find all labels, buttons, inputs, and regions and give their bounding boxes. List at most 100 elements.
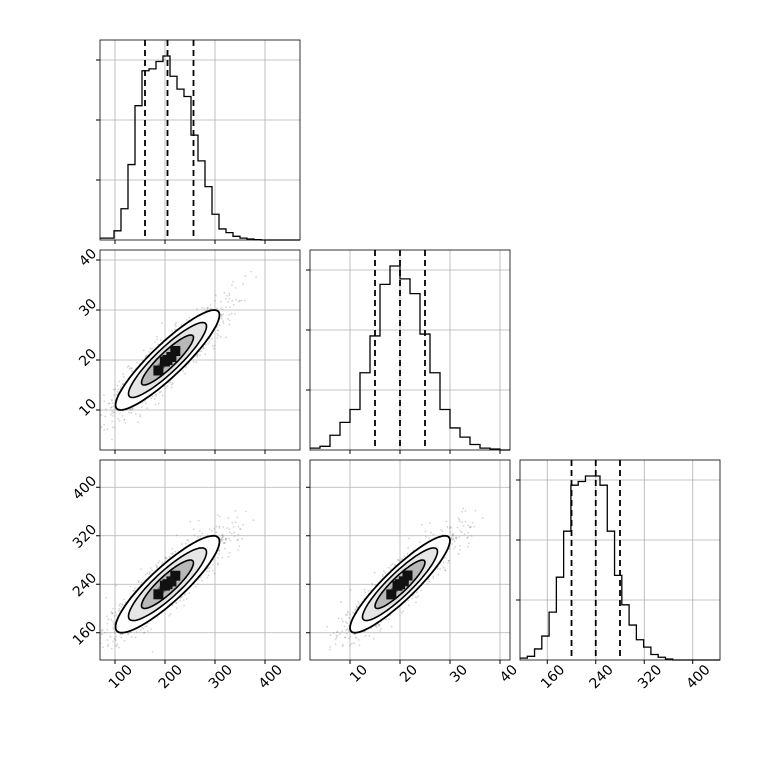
scatter-point bbox=[143, 631, 145, 634]
scatter-point bbox=[439, 567, 441, 570]
scatter-point bbox=[139, 413, 142, 416]
scatter-point bbox=[164, 556, 167, 559]
scatter-point bbox=[428, 537, 430, 540]
scatter-point bbox=[342, 643, 344, 646]
scatter-point bbox=[101, 628, 104, 631]
scatter-point bbox=[336, 635, 339, 637]
scatter-point bbox=[156, 565, 159, 568]
scatter-point bbox=[335, 631, 338, 634]
scatter-point bbox=[458, 520, 461, 523]
scatter-point bbox=[153, 398, 156, 400]
scatter-point bbox=[455, 537, 458, 540]
scatter-point bbox=[106, 428, 109, 431]
scatter-point bbox=[232, 303, 235, 306]
scatter-point bbox=[372, 638, 375, 640]
scatter-point bbox=[373, 571, 376, 574]
scatter-point bbox=[107, 402, 110, 405]
scatter-point bbox=[233, 535, 236, 537]
scatter-point bbox=[118, 380, 121, 383]
scatter-point bbox=[417, 595, 420, 597]
scatter-point bbox=[103, 394, 105, 396]
scatter-point bbox=[468, 526, 471, 529]
scatter-point bbox=[242, 283, 245, 285]
scatter-point bbox=[197, 519, 200, 522]
scatter-point bbox=[170, 383, 173, 386]
scatter-point bbox=[107, 645, 109, 648]
pair-panel-0 bbox=[96, 249, 301, 454]
scatter-point bbox=[128, 408, 131, 411]
scatter-point bbox=[107, 618, 110, 621]
y-tick-label: 10 bbox=[76, 396, 100, 420]
scatter-point bbox=[346, 610, 349, 613]
scatter-point bbox=[223, 292, 226, 294]
scatter-point bbox=[208, 566, 211, 569]
scatter-point bbox=[174, 550, 177, 553]
scatter-point bbox=[154, 341, 157, 343]
scatter-point bbox=[231, 522, 234, 524]
scatter-point bbox=[150, 628, 153, 630]
scatter-point bbox=[424, 530, 427, 533]
scatter-point bbox=[388, 566, 390, 569]
scatter-point bbox=[197, 583, 199, 586]
x-tick-label: 320 bbox=[635, 662, 665, 692]
density-cell bbox=[402, 570, 413, 581]
scatter-point bbox=[426, 583, 429, 585]
scatter-point bbox=[234, 510, 237, 512]
scatter-point bbox=[329, 646, 331, 648]
scatter-point bbox=[447, 562, 449, 564]
scatter-point bbox=[110, 611, 113, 613]
scatter-point bbox=[228, 551, 231, 554]
scatter-point bbox=[375, 624, 377, 627]
scatter-point bbox=[227, 300, 230, 303]
scatter-point bbox=[171, 382, 174, 385]
scatter-point bbox=[458, 536, 461, 538]
scatter-point bbox=[113, 426, 116, 429]
scatter-point bbox=[335, 634, 338, 637]
scatter-point bbox=[154, 403, 157, 406]
scatter-point bbox=[105, 596, 108, 599]
scatter-point bbox=[117, 609, 120, 612]
scatter-point bbox=[216, 337, 219, 339]
scatter-point bbox=[139, 415, 142, 418]
scatter-point bbox=[171, 553, 173, 555]
scatter-point bbox=[204, 343, 207, 346]
scatter-point bbox=[142, 628, 145, 630]
scatter-point bbox=[151, 347, 153, 350]
scatter-point bbox=[466, 537, 468, 539]
scatter-point bbox=[199, 354, 201, 357]
scatter-point bbox=[118, 608, 121, 610]
scatter-point bbox=[156, 335, 158, 338]
scatter-point bbox=[193, 528, 195, 530]
scatter-point bbox=[220, 538, 223, 541]
scatter-point bbox=[110, 647, 113, 650]
scatter-point bbox=[151, 395, 154, 398]
scatter-point bbox=[364, 591, 366, 594]
scatter-point bbox=[448, 527, 451, 530]
y-tick-label: 160 bbox=[70, 619, 100, 649]
scatter-point bbox=[234, 312, 236, 315]
scatter-point bbox=[192, 360, 195, 363]
scatter-point bbox=[218, 515, 221, 518]
scatter-point bbox=[217, 562, 220, 565]
scatter-point bbox=[141, 626, 144, 629]
scatter-point bbox=[464, 510, 467, 512]
scatter-point bbox=[117, 418, 119, 420]
pair-frame bbox=[309, 459, 511, 661]
y-tick-label: 40 bbox=[76, 246, 100, 270]
scatter-point bbox=[124, 601, 127, 603]
scatter-point bbox=[244, 275, 247, 277]
scatter-point bbox=[212, 559, 215, 561]
scatter-point bbox=[337, 617, 340, 620]
scatter-point bbox=[225, 297, 227, 300]
scatter-point bbox=[390, 564, 392, 567]
scatter-point bbox=[348, 630, 351, 633]
density-cell bbox=[159, 356, 170, 367]
scatter-point bbox=[448, 548, 451, 550]
scatter-point bbox=[155, 564, 158, 567]
scatter-point bbox=[151, 569, 153, 572]
scatter-point bbox=[407, 599, 410, 602]
scatter-point bbox=[450, 526, 453, 529]
scatter-point bbox=[110, 406, 113, 409]
scatter-point bbox=[127, 632, 130, 635]
scatter-point bbox=[216, 307, 219, 309]
